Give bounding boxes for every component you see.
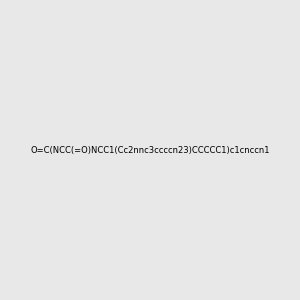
Text: O=C(NCC(=O)NCC1(Cc2nnc3ccccn23)CCCCC1)c1cnccn1: O=C(NCC(=O)NCC1(Cc2nnc3ccccn23)CCCCC1)c1… — [30, 146, 270, 154]
